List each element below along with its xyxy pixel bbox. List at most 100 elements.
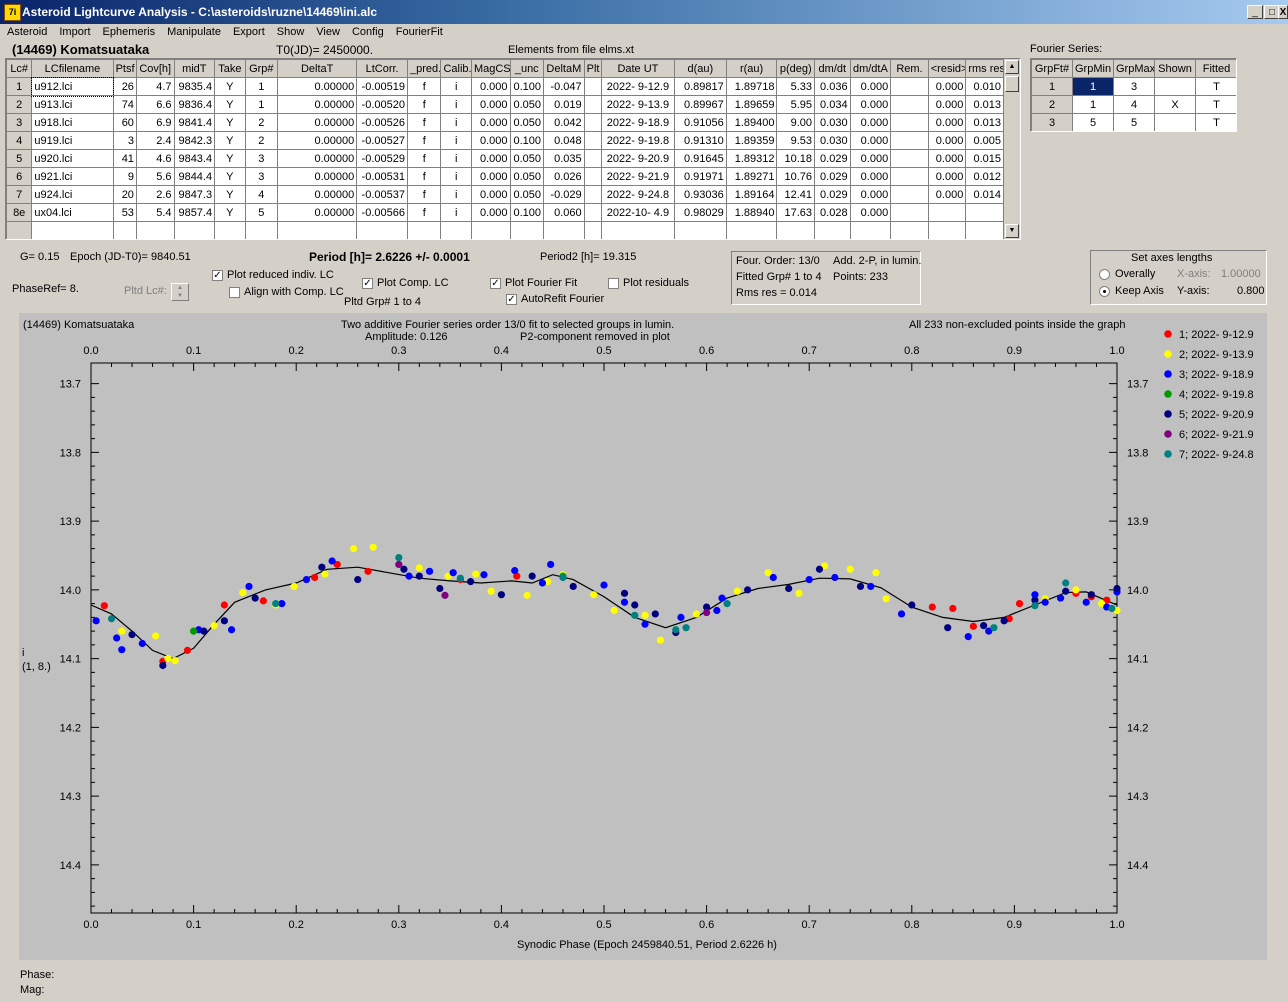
- table-cell[interactable]: f: [406, 113, 442, 132]
- table-cell[interactable]: 41: [112, 149, 137, 168]
- table-cell[interactable]: 1.89271: [725, 167, 778, 186]
- table-cell[interactable]: 2: [244, 131, 279, 150]
- table-cell[interactable]: 9857.4: [173, 203, 216, 222]
- table-cell[interactable]: 0.89817: [673, 77, 727, 96]
- plot-residuals-checkbox[interactable]: Plot residuals: [608, 277, 689, 289]
- table-cell[interactable]: 5.33: [776, 77, 816, 96]
- table-cell[interactable]: 0.00000: [277, 203, 358, 222]
- table-cell[interactable]: 0.000: [849, 113, 892, 132]
- table-cell[interactable]: u913.lci: [31, 95, 114, 114]
- table-cell[interactable]: 0.013: [965, 113, 1004, 132]
- table-cell[interactable]: 5: [1072, 113, 1114, 131]
- table-cell[interactable]: [112, 221, 137, 239]
- table-cell[interactable]: [890, 131, 929, 150]
- table-cell[interactable]: f: [406, 77, 442, 96]
- scroll-thumb[interactable]: [1005, 76, 1019, 92]
- table-cell[interactable]: 0.000: [849, 149, 892, 168]
- table-cell[interactable]: [583, 77, 602, 96]
- table-row[interactable]: 5 u920.lci 41 4.6 9843.4 Y 3 0.00000 -0.00529 f i 0…: [6, 149, 1004, 168]
- table-row[interactable]: 6 u921.lci 9 5.6 9844.4 Y 3 0.00000 -0.00531 f i 0.…: [6, 167, 1004, 186]
- scroll-down-arrow-icon[interactable]: ▼: [1005, 224, 1019, 238]
- close-button[interactable]: X: [1278, 5, 1288, 19]
- table-cell[interactable]: 3: [1113, 77, 1155, 96]
- table-cell[interactable]: 1.89659: [725, 95, 778, 114]
- table-cell[interactable]: 1: [1072, 77, 1114, 96]
- table-cell[interactable]: [890, 113, 929, 132]
- table-cell[interactable]: 0.000: [927, 131, 967, 150]
- table-cell[interactable]: 20: [112, 185, 137, 204]
- table-cell[interactable]: 0.91971: [673, 167, 727, 186]
- table-cell[interactable]: 5.95: [776, 95, 816, 114]
- menu-show[interactable]: Show: [276, 26, 305, 38]
- table-cell[interactable]: 53: [112, 203, 137, 222]
- table-cell[interactable]: 0.00000: [277, 185, 358, 204]
- table-cell[interactable]: i: [440, 185, 472, 204]
- column-header[interactable]: dm/dtA: [849, 59, 892, 78]
- table-row[interactable]: 8e ux04.lci 53 5.4 9857.4 Y 5 0.00000 -0.00566 f i…: [6, 203, 1004, 222]
- table-cell[interactable]: i: [440, 113, 472, 132]
- table-cell[interactable]: 0.000: [470, 77, 511, 96]
- keep-axis-radio[interactable]: Keep Axis: [1099, 285, 1164, 297]
- table-cell[interactable]: 5.4: [135, 203, 175, 222]
- table-cell[interactable]: 1.89718: [725, 77, 778, 96]
- table-cell[interactable]: 0.00000: [277, 149, 358, 168]
- table-cell[interactable]: i: [440, 77, 472, 96]
- table-cell[interactable]: -0.029: [543, 185, 585, 204]
- table-cell[interactable]: 60: [112, 113, 137, 132]
- table-cell[interactable]: 0.000: [849, 203, 892, 222]
- table-cell[interactable]: [849, 221, 892, 239]
- column-header[interactable]: rms res: [965, 59, 1004, 78]
- table-cell[interactable]: 0.005: [965, 131, 1004, 150]
- menu-export[interactable]: Export: [232, 26, 265, 38]
- table-cell[interactable]: 0.000: [927, 95, 967, 114]
- table-cell[interactable]: 2022- 9-20.9: [600, 149, 675, 168]
- table-cell[interactable]: 5.6: [135, 167, 175, 186]
- column-header[interactable]: p(deg): [776, 59, 816, 78]
- menu-manipulate[interactable]: Manipulate: [167, 26, 221, 38]
- menu-import[interactable]: Import: [59, 26, 91, 38]
- table-cell[interactable]: 1: [1072, 95, 1114, 114]
- table-cell[interactable]: 9843.4: [173, 149, 216, 168]
- table-cell[interactable]: [583, 95, 602, 114]
- table-cell[interactable]: 0.014: [965, 185, 1004, 204]
- table-cell[interactable]: [725, 221, 778, 239]
- table-cell[interactable]: T: [1195, 77, 1236, 96]
- table-cell[interactable]: [890, 185, 929, 204]
- menu-asteroid[interactable]: Asteroid: [7, 26, 48, 38]
- table-cell[interactable]: 10.76: [776, 167, 816, 186]
- table-row[interactable]: 1 u912.lci 26 4.7 9835.4 Y 1 0.00000 -0.00519 f i 0…: [6, 76, 1004, 97]
- column-header[interactable]: GrpFt#: [1031, 59, 1073, 78]
- table-cell[interactable]: 0.042: [543, 113, 585, 132]
- table-cell[interactable]: 9.00: [776, 113, 816, 132]
- table-cell[interactable]: Y: [214, 77, 246, 96]
- table-cell[interactable]: 0.00000: [277, 131, 358, 150]
- table-cell[interactable]: 2022- 9-18.9: [600, 113, 675, 132]
- column-header[interactable]: Take: [214, 59, 246, 78]
- table-scrollbar[interactable]: ▲ ▼: [1003, 59, 1020, 239]
- table-cell[interactable]: [890, 149, 929, 168]
- table-cell[interactable]: X: [1154, 95, 1196, 114]
- row-header[interactable]: 1: [6, 77, 33, 96]
- table-cell[interactable]: 0.000: [927, 149, 967, 168]
- table-cell[interactable]: -0.00519: [356, 77, 408, 96]
- table-cell[interactable]: -0.00537: [356, 185, 408, 204]
- plot-comp-checkbox[interactable]: ✓ Plot Comp. LC: [362, 277, 449, 289]
- y-axis-value[interactable]: 0.800: [1237, 285, 1265, 297]
- table-cell[interactable]: 2022- 9-21.9: [600, 167, 675, 186]
- table-cell[interactable]: [583, 113, 602, 132]
- table-cell[interactable]: 0.029: [814, 149, 851, 168]
- table-cell[interactable]: 12.41: [776, 185, 816, 204]
- table-cell[interactable]: 0.029: [814, 167, 851, 186]
- table-cell[interactable]: [583, 167, 602, 186]
- table-cell[interactable]: [173, 221, 216, 239]
- table-cell[interactable]: u918.lci: [31, 113, 114, 132]
- table-cell[interactable]: [277, 221, 358, 239]
- table-cell[interactable]: [470, 221, 511, 239]
- table-cell[interactable]: Y: [214, 167, 246, 186]
- table-cell[interactable]: 2.4: [135, 131, 175, 150]
- table-cell[interactable]: [1154, 113, 1196, 131]
- table-cell[interactable]: 26: [112, 77, 137, 96]
